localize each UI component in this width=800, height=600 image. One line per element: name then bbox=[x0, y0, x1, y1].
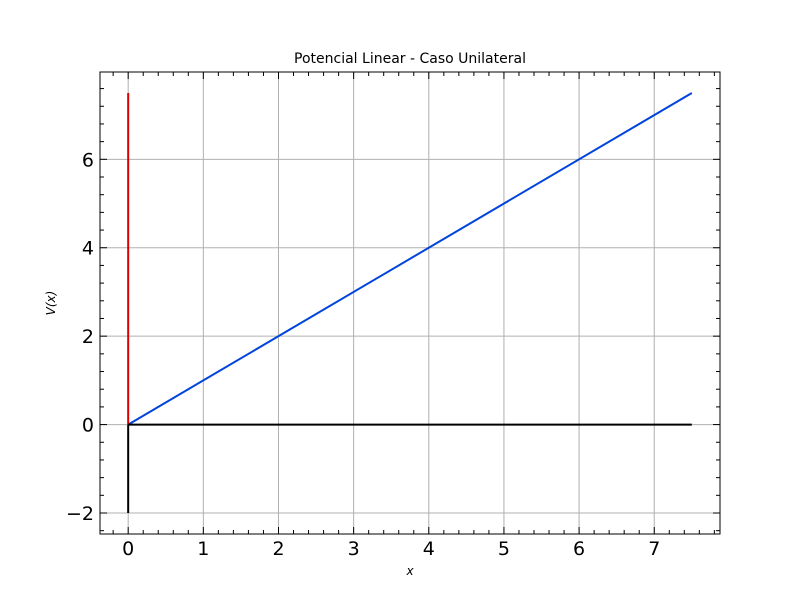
y-tick-label: 4 bbox=[82, 238, 94, 260]
x-tick-label: 0 bbox=[122, 538, 134, 560]
x-tick-label: 3 bbox=[348, 538, 360, 560]
x-tick-label: 7 bbox=[648, 538, 660, 560]
x-tick-label: 6 bbox=[573, 538, 585, 560]
x-tick-label: 2 bbox=[272, 538, 284, 560]
x-tick-label: 4 bbox=[423, 538, 435, 560]
y-axis-label: V(x) bbox=[44, 291, 58, 316]
ticks bbox=[100, 72, 720, 534]
y-tick-label: 0 bbox=[82, 415, 94, 437]
series-line-1 bbox=[127, 92, 693, 426]
x-tick-label: 5 bbox=[498, 538, 510, 560]
tick-labels: 0 1 2 3 4 5 6 7 −2 0 2 4 6 bbox=[66, 149, 660, 560]
x-tick-label: 1 bbox=[197, 538, 209, 560]
x-axis-label: x bbox=[405, 564, 414, 578]
y-tick-label: 2 bbox=[82, 326, 94, 348]
plot-frame bbox=[99, 71, 721, 535]
chart-title: Potencial Linear - Caso Unilateral bbox=[294, 51, 526, 67]
series-group bbox=[127, 92, 693, 513]
y-tick-label: −2 bbox=[66, 503, 94, 525]
y-tick-label: 6 bbox=[82, 149, 94, 171]
